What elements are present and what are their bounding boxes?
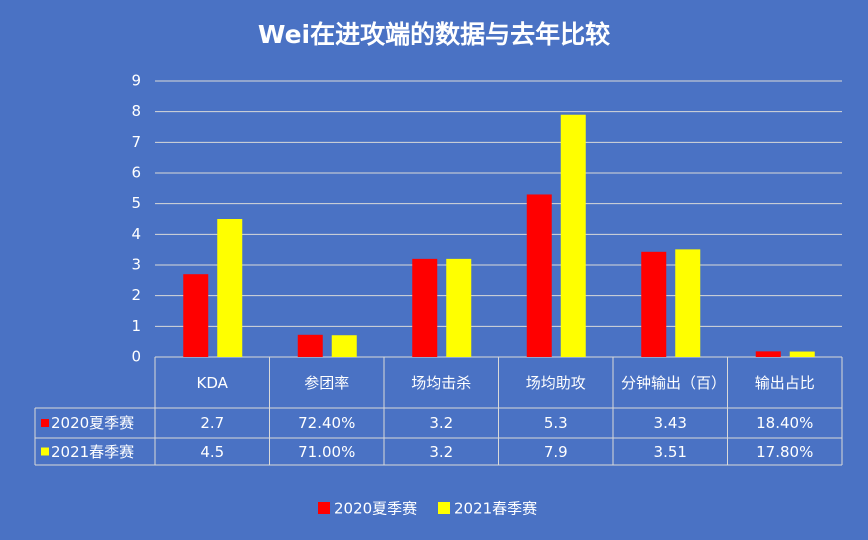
bar <box>675 249 701 357</box>
table-value: 3.43 <box>653 414 687 432</box>
y-tick-label: 8 <box>131 102 141 120</box>
table-series-name: 2020夏季赛 <box>51 414 135 432</box>
table-value: 3.2 <box>429 414 454 432</box>
x-tick-label: 分钟输出（百） <box>621 373 727 392</box>
y-tick-label: 5 <box>131 194 141 212</box>
table-value: 4.5 <box>200 442 225 461</box>
bar <box>789 351 815 357</box>
table-series-name: 2021春季赛 <box>51 442 135 461</box>
bar <box>641 251 667 357</box>
bar <box>560 114 586 357</box>
table-value: 7.9 <box>543 442 568 461</box>
y-tick-label: 1 <box>131 317 141 335</box>
bar <box>526 194 552 357</box>
table-value: 3.2 <box>429 442 454 461</box>
bar <box>297 334 323 357</box>
bar <box>217 219 243 357</box>
x-tick-label: 参团率 <box>304 373 350 392</box>
table-legend-key <box>41 447 49 456</box>
y-tick-label: 3 <box>131 256 141 274</box>
legend-key <box>438 502 450 514</box>
bar <box>331 335 357 357</box>
y-tick-label: 7 <box>131 133 141 151</box>
legend-key <box>318 502 330 514</box>
chart-title: Wei在进攻端的数据与去年比较 <box>258 20 610 49</box>
x-tick-label: 输出占比 <box>754 373 815 392</box>
table-value: 2.7 <box>200 414 225 432</box>
table-legend-key <box>41 419 49 427</box>
table-value: 3.51 <box>653 442 687 461</box>
y-tick-label: 9 <box>131 72 141 90</box>
table-value: 71.00% <box>298 442 356 461</box>
x-tick-label: KDA <box>196 373 228 392</box>
table-value: 5.3 <box>543 414 568 432</box>
bar <box>412 258 438 357</box>
x-tick-label: 场均击杀 <box>411 373 472 392</box>
y-tick-label: 0 <box>131 348 141 366</box>
table-value: 72.40% <box>298 414 356 432</box>
x-tick-label: 场均助攻 <box>525 373 586 392</box>
table-value: 17.80% <box>756 442 814 461</box>
legend-label: 2021春季赛 <box>454 500 537 518</box>
bar <box>183 274 209 357</box>
legend-label: 2020夏季赛 <box>334 500 417 518</box>
y-tick-label: 2 <box>131 286 141 304</box>
bar <box>446 258 472 357</box>
y-tick-label: 6 <box>131 164 141 182</box>
table-value: 18.40% <box>756 414 814 432</box>
bar <box>755 351 781 357</box>
y-tick-label: 4 <box>131 225 141 243</box>
